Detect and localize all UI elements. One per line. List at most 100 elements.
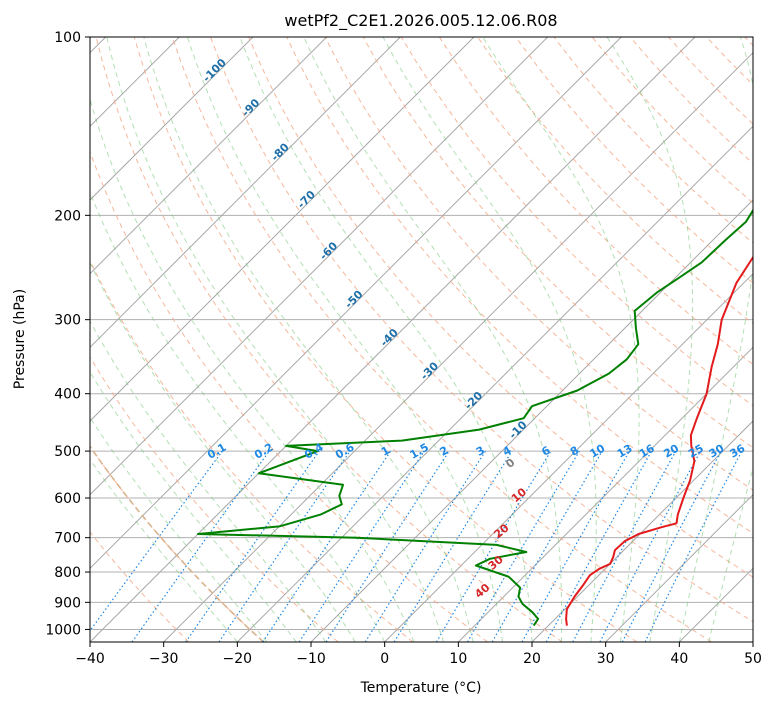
mixing-ratio-line <box>521 450 631 642</box>
isotherm-line <box>457 346 753 642</box>
mixing-ratio-label: 1.5 <box>408 441 431 462</box>
x-tick-label: 30 <box>597 651 615 667</box>
mixing-ratio-line <box>572 450 677 642</box>
dry-adiabat <box>90 150 488 642</box>
dry-adiabat <box>210 37 753 623</box>
mixing-ratio-label: 30 <box>707 442 727 461</box>
mixing-ratio-line <box>185 450 320 642</box>
mixing-ratio-line <box>545 450 653 642</box>
dry-adiabat <box>171 37 712 642</box>
x-tick-label: −20 <box>223 651 253 667</box>
y-tick-label: 800 <box>54 565 81 581</box>
x-tick-label: −10 <box>296 651 326 667</box>
mixing-ratio-line <box>364 450 486 642</box>
isotherm-line <box>678 567 753 642</box>
dry-adiabat-label: -30 <box>418 359 441 382</box>
dry-adiabat <box>744 37 753 47</box>
mixing-ratio-label: 36 <box>727 442 747 461</box>
dry-adiabat <box>286 37 753 534</box>
plot-area: 0.1 0.2 0.4 0.6 1 1.5 2 3 4 6 8 10 13 16 20 25 30 36 -100… <box>90 37 753 642</box>
isotherm-line <box>531 420 753 642</box>
moist-adiabat-label: 20 <box>491 521 511 541</box>
dry-adiabat <box>90 445 264 642</box>
y-axis-ticks: 100 200 300 400 500 600 700 800 900 1000 <box>45 30 90 638</box>
mixing-ratio-labels: 0.1 0.2 0.4 0.6 1 1.5 2 3 4 6 8 10 13 16 20 25 30 36 <box>205 440 747 461</box>
moist-adiabat-label: 10 <box>509 485 529 505</box>
x-tick-label: 0 <box>380 651 389 667</box>
dry-adiabat-label: -70 <box>295 188 318 211</box>
isotherm-line <box>90 37 696 642</box>
mixing-ratio-label: 10 <box>587 442 607 461</box>
mixing-ratio-line <box>325 450 450 642</box>
mixing-ratio-line <box>262 450 392 642</box>
y-tick-label: 300 <box>54 313 81 329</box>
x-tick-label: −30 <box>149 651 179 667</box>
mixing-ratio-label: 16 <box>637 442 657 461</box>
x-tick-label: 40 <box>670 651 688 667</box>
moist-adiabat-label: 40 <box>472 581 492 601</box>
moist-adiabat <box>90 261 356 642</box>
moist-adiabat <box>90 190 386 642</box>
dry-adiabat <box>95 37 563 642</box>
x-tick-label: −40 <box>75 651 105 667</box>
dry-adiabat-label: -80 <box>269 140 292 163</box>
dry-adiabat-lines <box>90 37 753 642</box>
plot-frame <box>89 36 754 643</box>
isotherm-line <box>90 37 622 570</box>
mixing-ratio-line <box>218 450 351 642</box>
moist-adiabat <box>482 37 640 642</box>
x-tick-label: 10 <box>449 651 467 667</box>
y-tick-label: 500 <box>54 444 81 460</box>
dry-adiabat-label: -50 <box>342 288 365 311</box>
moist-adiabat <box>187 37 503 642</box>
moist-adiabat <box>90 370 297 642</box>
mixing-ratio-label: 0.2 <box>252 441 275 462</box>
y-tick-label: 900 <box>54 595 81 611</box>
mixing-ratio-line <box>298 450 425 642</box>
isotherm-line <box>752 641 753 642</box>
isotherm-line <box>90 37 549 496</box>
moist-adiabat-lines <box>90 37 753 642</box>
dry-adiabat-label: -90 <box>239 96 262 119</box>
dry-adiabat <box>133 37 638 642</box>
profile-series <box>197 186 753 627</box>
dry-adiabat <box>668 37 753 125</box>
dry-adiabat-label: -100 <box>200 56 229 85</box>
y-tick-label: 1000 <box>45 622 81 638</box>
chart-title: wetPf2_C2E1.2026.005.12.06.R08 <box>284 11 557 31</box>
dry-adiabat-emphasis <box>90 445 265 642</box>
y-tick-label: 200 <box>54 208 81 224</box>
mixing-ratio-label: 25 <box>686 442 706 461</box>
isotherm-line <box>236 125 753 642</box>
moist-adiabat <box>303 37 563 642</box>
moist-adiabat <box>90 97 415 642</box>
moist-adiabat <box>678 37 753 642</box>
mixing-ratio-line <box>644 450 743 642</box>
mixing-ratio-line <box>131 450 270 642</box>
x-tick-label: 20 <box>523 651 541 667</box>
mixing-ratio-line <box>466 450 580 642</box>
temperature-line <box>565 255 753 626</box>
dry-adiabat-label: -40 <box>378 326 401 349</box>
dewpoint-line <box>197 186 753 627</box>
dry-adiabat <box>400 37 753 407</box>
skewed-isotherm-lines <box>90 37 753 642</box>
dry-adiabat <box>90 531 190 642</box>
isotherm-line <box>384 272 753 642</box>
dry-adiabat-label: -60 <box>317 239 340 262</box>
moist-adiabat <box>143 37 474 642</box>
dry-adiabat <box>90 259 414 642</box>
x-tick-label: 50 <box>744 651 762 667</box>
dry-adiabat <box>248 37 753 578</box>
dry-adiabat <box>515 37 753 284</box>
moist-adiabat <box>106 37 445 642</box>
y-tick-label: 400 <box>54 387 81 403</box>
mixing-ratio-label: 0.1 <box>205 441 228 462</box>
isotherm-line <box>163 51 753 642</box>
y-axis-label: Pressure (hPa) <box>12 289 28 389</box>
isobar-gridlines <box>90 37 753 630</box>
mixing-ratio-label: 13 <box>615 442 635 461</box>
dry-adiabat <box>706 37 753 86</box>
y-tick-label: 700 <box>54 531 81 547</box>
